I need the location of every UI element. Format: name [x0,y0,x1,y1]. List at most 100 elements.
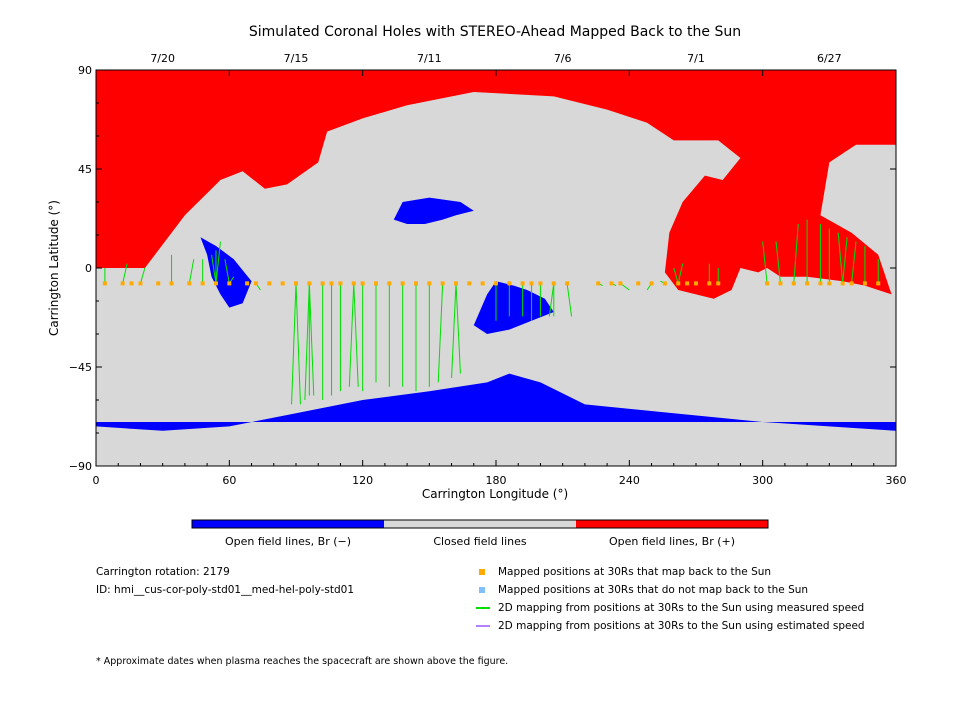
date-tick-label-1: 7/15 [284,52,309,65]
mapped-point-15 [307,281,312,286]
mapped-point-40 [636,281,641,286]
y-tick-label-90: 90 [78,64,92,77]
mapped-point-36 [565,281,570,286]
mapped-point-22 [387,281,392,286]
mapped-point-42 [662,281,667,286]
colorbar: Open field lines, Br (−) Closed field lin… [191,519,769,548]
mapped-point-23 [400,281,405,286]
chart-title: Simulated Coronal Holes with STEREO-Ahea… [249,24,741,40]
mapped-point-28 [467,281,472,286]
mapping-line-14 [295,283,301,405]
negative-open-field-region-2 [200,237,252,308]
mapping-line-31 [455,283,461,374]
mapping-line-15 [304,283,310,401]
mapped-point-12 [267,281,272,286]
mapped-point-50 [791,281,796,286]
mapping-line-45 [673,267,679,284]
mapped-point-9 [227,281,232,286]
legend-label-3: 2D mapping from positions at 30Rs to the… [498,620,865,632]
date-tick-label-3: 7/6 [554,52,572,65]
colorbar-segment-2 [576,520,768,528]
y-axis-label: Carrington Latitude (°) [47,200,61,336]
mapping-line-55 [837,232,844,284]
mapped-point-26 [440,281,445,286]
footnote: * Approximate dates when plasma reaches … [96,656,509,667]
positive-open-field-region-0 [96,70,896,299]
mapped-point-43 [676,281,681,286]
plot-area [96,70,896,466]
mapped-point-25 [427,281,432,286]
legend-label-1: Mapped positions at 30Rs that do not map… [498,584,809,596]
mapped-point-4 [156,281,161,286]
mapped-point-0 [102,281,107,286]
mapped-point-32 [520,281,525,286]
mapped-point-45 [694,281,698,286]
mapped-point-46 [707,281,712,286]
mapped-point-3 [138,281,143,286]
mapping-line-9 [224,259,230,284]
mapping-line-8 [215,241,221,284]
colorbar-segment-1 [384,520,576,528]
x-tick-label-300: 300 [752,474,773,487]
mapping-line-39 [566,283,573,317]
mapping-line-50 [775,241,781,284]
x-tick-label-240: 240 [619,474,640,487]
mapped-point-44 [685,281,690,286]
date-tick-label-0: 7/20 [150,52,175,65]
mapped-point-31 [507,281,512,286]
mapped-point-49 [778,281,783,286]
mapped-point-30 [494,281,498,286]
colorbar-label-0: Open field lines, Br (−) [225,535,351,548]
mapping-line-1 [122,263,128,284]
mapped-point-27 [454,281,458,286]
mapping-line-51 [793,223,799,284]
mapping-line-2 [139,267,146,284]
x-tick-label-60: 60 [222,474,236,487]
y-tick-label--90: −90 [69,460,92,473]
legend-swatch-2 [476,607,490,609]
mapped-point-54 [840,281,845,286]
mapped-point-47 [716,281,721,286]
mapped-point-2 [129,281,134,286]
mapping-line-13 [291,283,297,405]
mapping-line-4 [188,259,195,284]
axes: 0 60 120 180 240 300 360 −90 −45 0 45 90 [69,64,907,487]
mapped-point-20 [360,281,365,286]
mapped-point-10 [245,281,250,286]
mapped-point-56 [862,281,867,286]
mapping-line-56 [842,237,848,284]
mapped-point-14 [294,281,298,286]
negative-open-field-region-1 [96,373,896,431]
mapped-point-52 [818,281,823,286]
mapped-point-38 [609,281,614,286]
mapped-point-11 [254,281,258,286]
colorbar-segment-0 [192,520,384,528]
mapped-point-41 [649,281,654,286]
colorbar-frame [191,519,769,529]
legend-label-2: 2D mapping from positions at 30Rs to the… [498,602,865,614]
colorbar-label-2: Open field lines, Br (+) [609,535,735,548]
x-tick-label-180: 180 [486,474,507,487]
mapped-point-13 [280,281,285,286]
mapped-point-17 [329,281,334,286]
carrington-rotation: Carrington rotation: 2179 [96,566,230,578]
mapped-point-39 [618,281,623,286]
mapping-line-30 [451,283,457,379]
mapped-point-18 [338,281,343,286]
date-tick-label-5: 6/27 [817,52,842,65]
y-tick-label--45: −45 [69,361,92,374]
mapping-line-46 [677,263,684,284]
mapped-point-29 [480,281,485,286]
mapped-point-5 [169,281,174,286]
mapping-line-49 [762,241,768,284]
model-id: ID: hmi__cus-cor-poly-std01__med-hel-pol… [96,584,355,596]
mapped-point-1 [120,281,125,286]
x-tick-label-120: 120 [352,474,373,487]
mapped-point-33 [529,281,534,286]
mapped-point-6 [187,281,192,286]
mapped-point-16 [320,281,325,286]
mapping-line-29 [437,283,444,383]
mapping-line-22 [353,283,359,387]
mapped-point-7 [200,281,205,286]
mapping-line-57 [851,241,857,284]
